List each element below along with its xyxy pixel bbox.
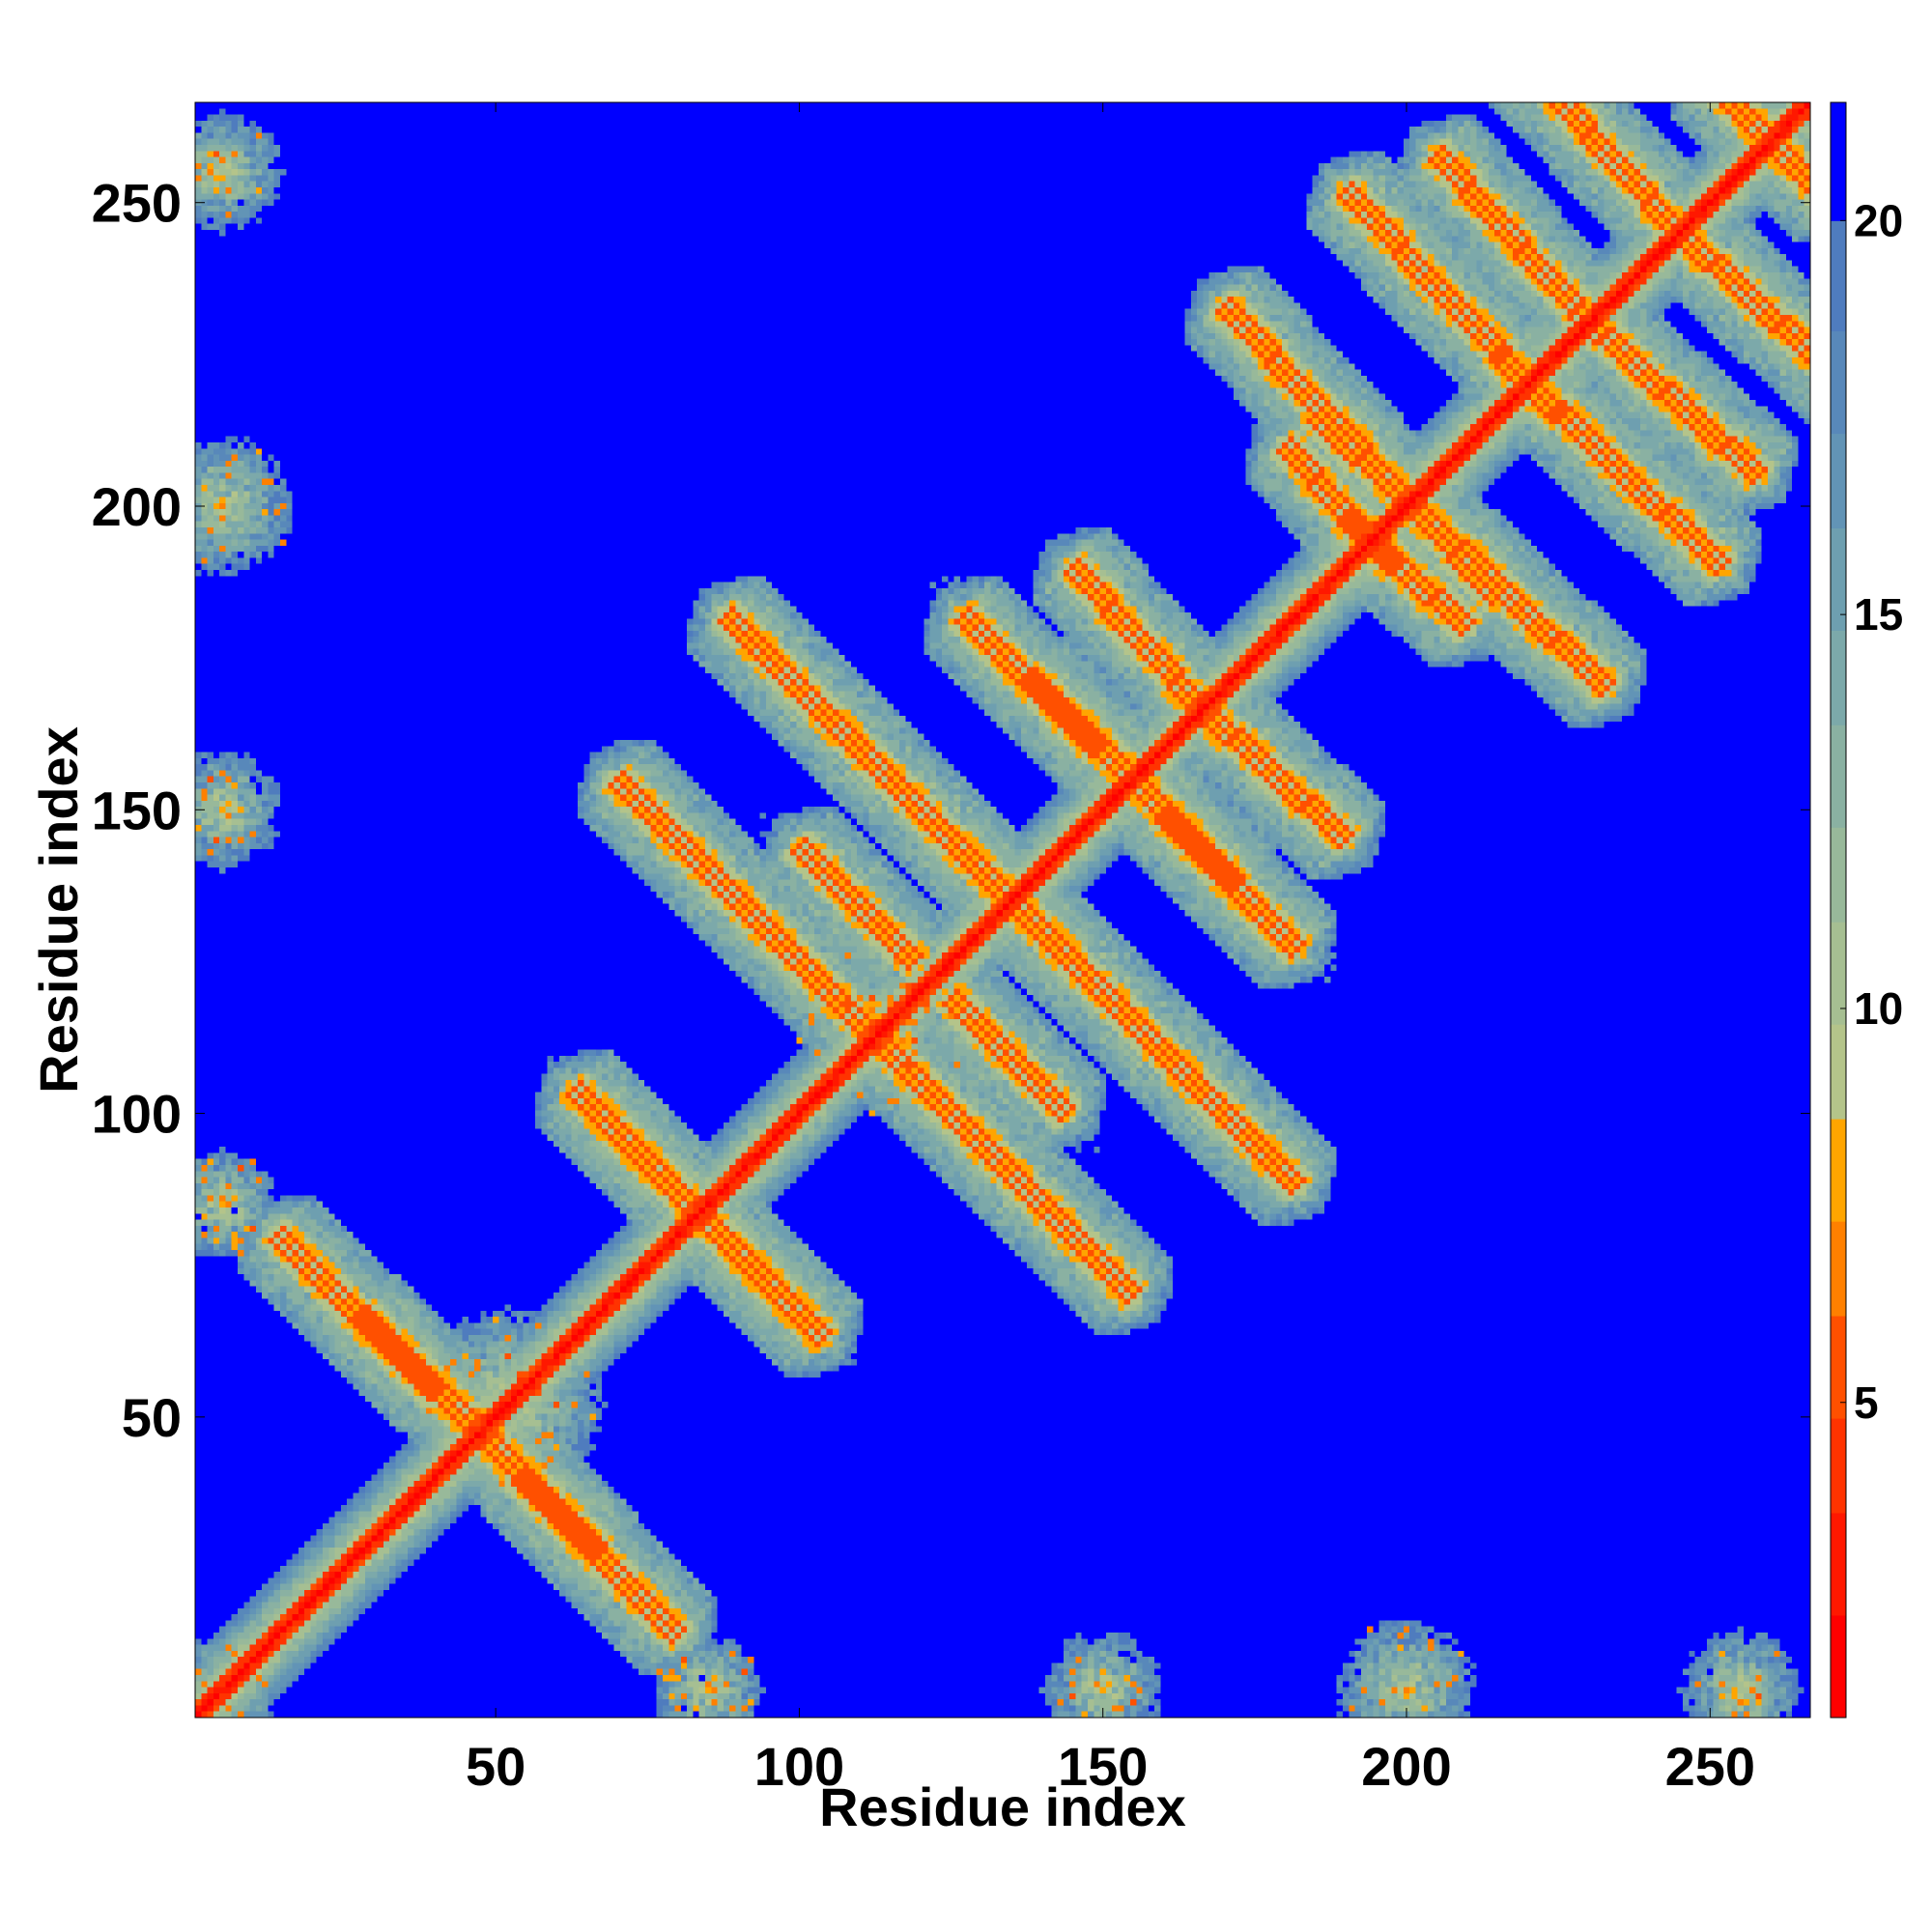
- colorbar-level: [1831, 1221, 1846, 1317]
- colorbar-level: [1831, 724, 1846, 828]
- y-tick-label: 200: [92, 476, 182, 537]
- colorbar-level: [1831, 1614, 1846, 1719]
- colorbar-level: [1831, 527, 1846, 631]
- colorbar-level: [1831, 330, 1846, 435]
- colorbar-level: [1831, 220, 1846, 332]
- colorbar-level: [1831, 1119, 1846, 1222]
- x-tick-label: 250: [1665, 1736, 1755, 1797]
- colorbar-tick-label: 5: [1854, 1378, 1879, 1428]
- y-tick-label: 100: [92, 1084, 182, 1145]
- x-tick-label: 100: [754, 1736, 844, 1797]
- y-axis-label: Residue index: [28, 726, 89, 1094]
- y-tick-label: 250: [92, 173, 182, 234]
- heatmap-plot-area: [195, 102, 1810, 1718]
- y-tick-label: 150: [92, 780, 182, 840]
- colorbar-tick-label: 10: [1854, 983, 1903, 1034]
- x-axis-label: Residue index: [819, 1776, 1186, 1837]
- y-tick-label: 50: [122, 1387, 182, 1448]
- colorbar-level: [1831, 102, 1846, 221]
- colorbar-ticks: 5 10 15 20: [1840, 195, 1903, 1428]
- y-axis-ticks: 50 100 150 200 250: [92, 173, 1810, 1448]
- colorbar-tick-label: 20: [1854, 195, 1903, 245]
- colorbar-level: [1831, 922, 1846, 1025]
- colorbar-level: [1831, 1316, 1846, 1419]
- colorbar-level: [1831, 1418, 1846, 1514]
- colorbar-level: [1831, 827, 1846, 923]
- axes-border: [194, 101, 1811, 1719]
- x-tick-label: 150: [1058, 1736, 1148, 1797]
- colorbar-level: [1831, 1024, 1846, 1120]
- heatmap-cells: [195, 102, 1810, 1718]
- colorbar-level: [1831, 1512, 1846, 1616]
- x-tick-label: 200: [1361, 1736, 1451, 1797]
- colorbar: [1830, 101, 1847, 1719]
- colorbar-level: [1831, 433, 1846, 528]
- colorbar-tick-label: 15: [1854, 589, 1903, 639]
- colorbar-level: [1831, 630, 1846, 725]
- colorbar-border: [1830, 101, 1847, 1719]
- x-tick-label: 50: [466, 1736, 526, 1797]
- axes-frame: [194, 101, 1811, 1719]
- x-axis-ticks: 50 100 150 200 250: [466, 102, 1755, 1797]
